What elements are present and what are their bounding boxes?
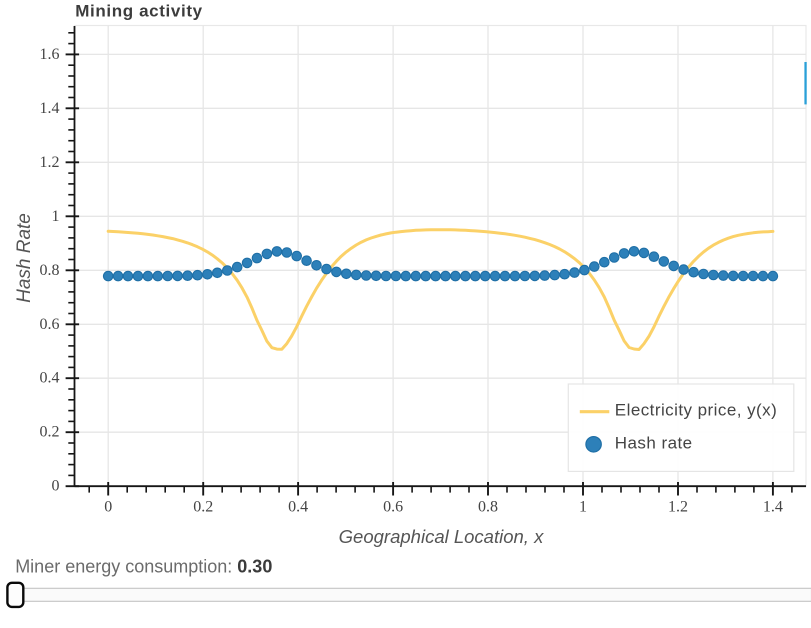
svg-text:0.8: 0.8 [478,499,498,516]
svg-text:0: 0 [52,478,60,495]
svg-text:Hash rate: Hash rate [615,433,693,452]
svg-text:Hash Rate: Hash Rate [14,213,35,303]
svg-text:0.6: 0.6 [40,316,60,333]
svg-text:0.2: 0.2 [40,424,60,441]
svg-text:Electricity price, y(x): Electricity price, y(x) [615,401,777,420]
svg-text:1.2: 1.2 [668,499,688,516]
svg-text:1: 1 [52,208,60,225]
svg-text:0.2: 0.2 [193,499,213,516]
svg-text:Geographical Location, x: Geographical Location, x [339,526,544,547]
svg-text:1: 1 [579,499,587,516]
svg-text:0: 0 [104,499,112,516]
svg-text:0.4: 0.4 [288,499,308,516]
svg-text:1.4: 1.4 [763,499,783,516]
svg-text:0.8: 0.8 [40,262,60,279]
svg-text:1.2: 1.2 [40,154,60,171]
svg-text:1.4: 1.4 [40,100,60,117]
svg-text:Mining activity: Mining activity [75,2,203,21]
svg-text:0.4: 0.4 [40,370,60,387]
svg-text:0.6: 0.6 [383,499,403,516]
svg-text:1.6: 1.6 [40,46,60,63]
svg-text:Miner energy consumption: 0.30: Miner energy consumption: 0.30 [15,557,272,577]
